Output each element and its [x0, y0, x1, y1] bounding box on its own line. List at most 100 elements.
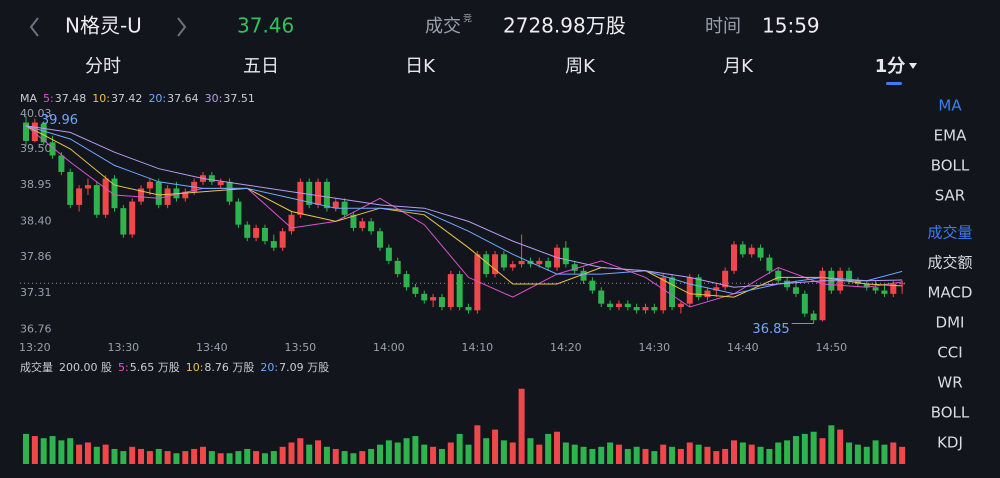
volume-bar — [164, 451, 171, 464]
tab[interactable]: 月K — [723, 56, 754, 77]
next-arrow[interactable] — [177, 17, 187, 37]
candle-body — [784, 280, 791, 288]
volume-bar — [748, 444, 755, 464]
candle-body — [270, 241, 277, 248]
candle-body — [881, 290, 888, 294]
tab[interactable]: 日K — [405, 56, 436, 77]
volume-bar — [323, 446, 330, 464]
volume-bar — [261, 453, 268, 464]
indicator[interactable]: BOLL — [931, 157, 970, 175]
volume-bar — [784, 440, 791, 464]
legend-value: 37.48 — [55, 92, 87, 105]
y-tick-label: 38.95 — [20, 178, 52, 191]
candle-body — [129, 201, 136, 235]
ma-line — [25, 125, 903, 288]
indicator[interactable]: WR — [937, 374, 962, 392]
volume-bar — [93, 446, 100, 464]
x-tick-label: 14:30 — [638, 341, 670, 354]
candle-body — [332, 201, 339, 209]
volume-bar — [518, 388, 525, 464]
tab[interactable]: 分时 — [85, 56, 121, 77]
indicator[interactable]: KDJ — [937, 434, 963, 452]
stock-name: N格灵-U — [65, 14, 142, 38]
volume-bar — [792, 436, 799, 464]
volume-bar — [403, 438, 410, 464]
back-arrow[interactable] — [29, 17, 39, 37]
volume-bar — [739, 442, 746, 464]
volume-bar — [669, 446, 676, 464]
candle-body — [589, 280, 596, 291]
volume-bar — [182, 451, 189, 464]
candle-body — [757, 247, 764, 258]
candle-body — [509, 264, 516, 268]
candle-body — [518, 260, 525, 265]
y-tick-label: 39.50 — [20, 142, 52, 155]
candle-body — [217, 181, 224, 186]
indicator-active[interactable]: MA — [938, 97, 962, 115]
candle-body — [731, 244, 737, 271]
y-tick-label: 40.03 — [20, 107, 52, 120]
volume-bar — [722, 448, 729, 464]
x-tick-label: 13:20 — [19, 341, 51, 354]
candle-body — [810, 313, 817, 321]
volume-bar — [677, 448, 684, 464]
legend-key: 5: — [43, 92, 54, 105]
volume-bar — [350, 453, 357, 464]
volume-bar — [253, 451, 260, 464]
chart-area: MA 5: 37.48 10: 37.42 20: 37.64 30: 37.5140.0339… — [19, 92, 906, 464]
tab-active[interactable]: 1分 — [875, 56, 906, 77]
candle-body — [58, 155, 65, 172]
indicator[interactable]: CCI — [937, 344, 962, 362]
volume: 2728.98万股 — [503, 14, 626, 38]
volume-bar — [554, 431, 560, 464]
volume-bar — [890, 442, 897, 464]
x-tick-label: 13:40 — [196, 341, 228, 354]
volume-bar — [500, 440, 507, 464]
indicator[interactable]: SAR — [935, 187, 965, 205]
indicator[interactable]: BOLL — [931, 404, 970, 422]
volume-bar — [660, 444, 667, 464]
tab[interactable]: 周K — [565, 56, 596, 77]
candle-body — [695, 277, 702, 298]
candle-body — [722, 270, 729, 288]
volume-bar — [545, 433, 552, 464]
dropdown-icon[interactable] — [909, 63, 917, 69]
candle-body — [182, 191, 189, 199]
volume-bar — [899, 446, 906, 464]
candle-body — [430, 297, 437, 301]
tab[interactable]: 五日 — [243, 56, 279, 77]
volume-bar — [447, 442, 454, 464]
volume-bar — [129, 446, 136, 464]
indicator[interactable]: 成交额 — [927, 254, 972, 272]
indicator[interactable]: MACD — [928, 284, 973, 302]
candle-body — [686, 277, 693, 304]
y-tick-label: 36.76 — [20, 322, 52, 335]
volume-bar — [465, 444, 472, 464]
candle-body — [244, 224, 251, 238]
indicator-active[interactable]: 成交量 — [927, 224, 972, 242]
volume-bar — [120, 451, 127, 464]
volume-bar — [235, 451, 242, 464]
volume-bar — [633, 446, 640, 464]
candle-body — [545, 260, 552, 268]
candle-body — [651, 307, 658, 311]
volume-bar — [385, 440, 392, 464]
candle-body — [846, 270, 853, 281]
candle-body — [899, 283, 906, 285]
legend-key: 20: — [148, 92, 166, 105]
candle-body — [562, 247, 569, 265]
candle-body — [377, 231, 383, 248]
time: 15:59 — [762, 14, 820, 38]
ma-line — [25, 125, 903, 295]
indicator[interactable]: EMA — [934, 127, 967, 145]
candle-body — [704, 290, 711, 298]
volume-bar — [810, 431, 817, 464]
x-tick-label: 14:50 — [815, 341, 847, 354]
volume-bar — [138, 448, 145, 464]
volume-bar — [642, 448, 649, 464]
volume-bar — [288, 442, 295, 464]
indicator[interactable]: DMI — [936, 314, 965, 332]
candle-body — [739, 244, 746, 255]
candle-body — [421, 293, 428, 301]
